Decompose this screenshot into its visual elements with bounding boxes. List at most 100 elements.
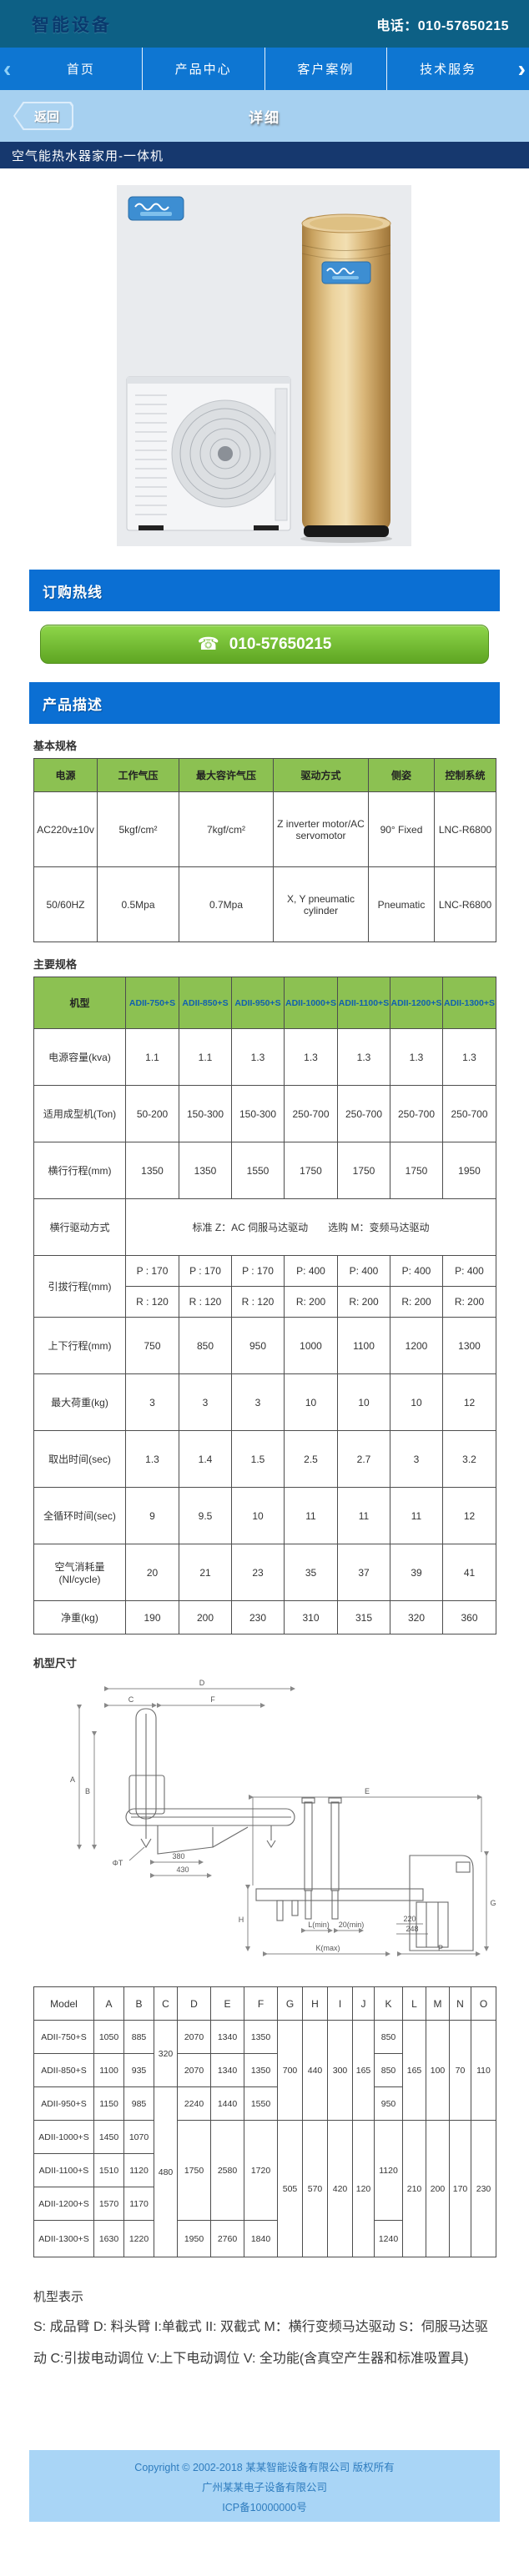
column-header: G (277, 1986, 303, 2021)
spec-cell: 150-300 (231, 1085, 285, 1142)
spec-cell: 250-700 (284, 1085, 338, 1142)
column-header: 驱动方式 (273, 758, 369, 792)
dimension-cell: 70 (449, 2020, 471, 2121)
spec-cell: 10 (284, 1373, 338, 1431)
column-header: E (210, 1986, 244, 2021)
spec-cell: 1.3 (231, 1028, 285, 1086)
description-section-title: 产品描述 (43, 696, 103, 713)
spec-cell: 250-700 (390, 1085, 443, 1142)
column-header: 控制系统 (434, 758, 496, 792)
nav-item-services[interactable]: 技术服务 (420, 63, 477, 77)
spec-cell: 190 (125, 1600, 179, 1634)
spec-cell: 1.3 (337, 1028, 390, 1086)
dimension-cell: 850 (374, 2053, 403, 2087)
water-tank (300, 213, 392, 543)
dim-label-f: F (210, 1695, 215, 1704)
model-header: ADII-950+S (231, 977, 285, 1029)
spec-cell: R : 120 (125, 1286, 179, 1318)
column-header: 最大容许气压 (179, 758, 274, 792)
spec-cell: LNC-R6800 (434, 866, 496, 942)
machine-outline (125, 1708, 474, 1951)
table-row: 电源容量(kva) 1.1 1.1 1.3 1.3 1.3 1.3 1.3 (33, 1028, 496, 1086)
technical-drawing: D C F A B ΦT 380 430 E G H L(min) 20(min… (70, 1679, 496, 1956)
column-header: M (426, 1986, 450, 2021)
dim-label-p: P (438, 1944, 443, 1952)
spec-cell: 315 (337, 1600, 390, 1634)
brand-badge (128, 196, 184, 221)
icp-number: ICP备10000000号 (222, 2501, 307, 2513)
dimension-cell: 320 (154, 2020, 178, 2087)
dim-label-430: 430 (176, 1865, 189, 1874)
nav-item-cases[interactable]: 客户案例 (265, 48, 388, 90)
back-button-face: 返回 (15, 103, 72, 128)
dimension-cell: 480 (154, 2086, 178, 2257)
nav-next-icon[interactable]: › (517, 55, 526, 82)
spec-cell: 0.7Mpa (179, 866, 274, 942)
spec-cell: 850 (179, 1317, 232, 1374)
dimension-cell: 505 (277, 2120, 303, 2257)
copyright-text: Copyright © 2002-2018 某某智能设备有限公司 版权所有 (134, 2461, 395, 2473)
column-header: N (449, 1986, 471, 2021)
dimension-cell: 1070 (123, 2120, 154, 2154)
product-photo (117, 185, 411, 546)
spec-cell: 50-200 (125, 1085, 179, 1142)
corner-header: 机型 (33, 977, 126, 1029)
spec-cell: X, Y pneumatic cylinder (273, 866, 369, 942)
table-row: ADII-950+S 1150 985 480 2240 1440 1550 950 (33, 2086, 496, 2257)
spec-cell: 1550 (231, 1142, 285, 1199)
dimension-cell: 1350 (244, 2020, 278, 2054)
table-row: 引拔行程(mm) P : 170 P : 170 P : 170 P: 400 P: 40… (33, 1255, 496, 1318)
column-header: 电源 (33, 758, 98, 792)
dimension-cell: 170 (449, 2120, 471, 2257)
nav-item-home[interactable]: 首页 (20, 48, 143, 90)
column-header: L (402, 1986, 426, 2021)
spec-cell: P: 400 (390, 1255, 443, 1287)
subheader-bar: 返回 详细 (0, 90, 529, 142)
call-hotline-button[interactable]: ☎ 010-57650215 (40, 625, 489, 664)
spec-cell: AC220v±10v (33, 791, 98, 867)
dimension-cell: 1340 (210, 2053, 244, 2087)
spec-cell: 12 (442, 1487, 496, 1544)
dimension-cell: 2240 (177, 2086, 211, 2121)
app-header: 智能设备 电话：010-57650215 (0, 0, 529, 48)
dimension-cell: 1150 (93, 2086, 124, 2121)
dimension-cell: 1840 (244, 2220, 278, 2257)
table-row: 50/60HZ 0.5Mpa 0.7Mpa X, Y pneumatic cylind… (33, 866, 496, 942)
dimension-cell: 165 (352, 2020, 375, 2121)
spec-cell: 1.3 (442, 1028, 496, 1086)
spec-cell: 0.5Mpa (97, 866, 179, 942)
dimension-cell: 935 (123, 2053, 154, 2087)
table-row: ADII-850+S 1100 935 2070 1340 1350 850 (33, 2053, 496, 2087)
dimensions-table: Model A B C D E F G H I J K L M N O ADII-750+S 1050 885 320… (33, 1986, 496, 2257)
dimension-cell: 1440 (210, 2086, 244, 2121)
spec-cell: P : 170 (125, 1255, 179, 1287)
table-row: 净重(kg) 190 200 230 310 315 320 360 (33, 1600, 496, 1634)
column-header: B (123, 1986, 154, 2021)
spec-cell: R : 120 (179, 1286, 232, 1318)
header-phone-number: 电话：010-57650215 (376, 18, 509, 33)
spec-cell: P: 400 (442, 1255, 496, 1287)
model-name-cell: ADII-1200+S (33, 2187, 94, 2221)
spec-cell: P: 400 (284, 1255, 338, 1287)
spec-cell: 3 (125, 1373, 179, 1431)
dimension-cell: 300 (327, 2020, 353, 2121)
nav-prev-icon[interactable]: ‹ (3, 55, 12, 82)
dim-label-380: 380 (172, 1852, 184, 1860)
dimension-cell: 850 (374, 2020, 403, 2054)
spec-cell: 5kgf/cm² (97, 791, 179, 867)
model-name-cell: ADII-750+S (33, 2020, 94, 2054)
dim-label-phi-t: ΦT (113, 1859, 123, 1867)
nav-item-products[interactable]: 产品中心 (143, 48, 265, 90)
spec-cell: 230 (231, 1600, 285, 1634)
row-label: 取出时间(sec) (33, 1430, 126, 1488)
back-button[interactable]: 返回 (13, 102, 73, 130)
spec-cell: LNC-R6800 (434, 791, 496, 867)
column-header: J (352, 1986, 375, 2021)
spec-cell: 1.3 (390, 1028, 443, 1086)
spec-cell: 10 (337, 1373, 390, 1431)
spec-cell: 10 (231, 1487, 285, 1544)
spec-cell: P: 400 (337, 1255, 390, 1287)
merged-cell: 标准 Z：AC 伺服马达驱动 选购 M：变频马达驱动 (125, 1198, 496, 1256)
dim-label-h: H (239, 1916, 244, 1924)
table-row: ADII-750+S 1050 885 320 2070 1340 1350 700 440 30… (33, 2020, 496, 2121)
